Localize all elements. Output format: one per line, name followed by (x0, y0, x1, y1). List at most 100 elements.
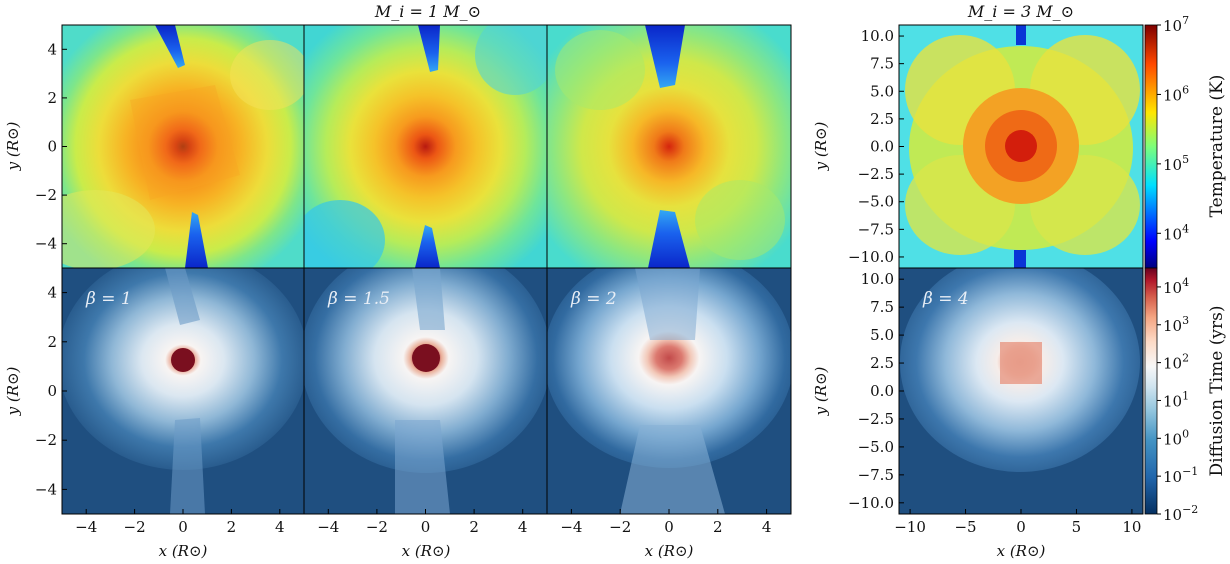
xtick-label: −4 (560, 518, 582, 536)
diffusion-colorbar (1144, 267, 1158, 515)
ytick-label: −4 (35, 480, 57, 498)
xtick-label: −10 (894, 518, 926, 536)
ytick-label: 4 (47, 284, 57, 302)
ytick-label: −2 (35, 186, 57, 204)
ytick-label: 0.0 (870, 138, 894, 156)
temp-jet-bottom-1 (185, 212, 208, 268)
colorbar-tick-label: 101 (1163, 389, 1189, 410)
ylabel-bottom-right: y (R⊙) (812, 366, 830, 416)
title-left: M_i = 1 M_⊙ (374, 2, 481, 21)
xtick-label: −2 (609, 518, 631, 536)
temp-jet-top-4 (1016, 25, 1026, 45)
xtick-label: 0 (421, 518, 431, 536)
colorbar-tick-label: 102 (1163, 352, 1189, 373)
temp-jet-bottom-3 (648, 210, 690, 268)
temperature-colorbar-label: Temperature (K) (1207, 75, 1227, 218)
ytick-label: 2 (47, 89, 57, 107)
xtick-label: 5 (1072, 518, 1082, 536)
left-yticks-bottom: −4 −2 0 2 4 (35, 284, 67, 498)
xtick-label: 2 (469, 518, 479, 536)
ytick-label: 0.0 (870, 382, 894, 400)
xlabel-col3: x (R⊙) (645, 542, 694, 560)
temp-panel-beta-1 (62, 25, 304, 268)
diff-panel-beta-1 (62, 268, 304, 514)
ytick-label: 0 (47, 382, 57, 400)
colorbar-tick-label: 105 (1163, 153, 1189, 174)
left-yticks-top: −4 −2 0 2 4 (35, 40, 67, 253)
ytick-label: 5.0 (870, 326, 894, 344)
ytick-label: −2.5 (858, 165, 894, 183)
ytick-label: −5.0 (858, 438, 894, 456)
ytick-label: 0 (47, 138, 57, 156)
xtick-label: −2 (366, 518, 388, 536)
colorbar-tick-label: 107 (1163, 14, 1189, 35)
ytick-label: −2.5 (858, 410, 894, 428)
temp-jet-top-1 (155, 25, 185, 68)
beta-label-2: β = 2 (570, 289, 617, 309)
ytick-label: −7.5 (858, 220, 894, 238)
temp-jet-top-2 (418, 25, 440, 72)
temperature-colorbar-ticks: 104 105 106 107 (1157, 14, 1189, 243)
temp-jet-bottom-4 (1014, 250, 1026, 268)
ytick-label: 2.5 (870, 354, 894, 372)
xtick-label: 0 (178, 518, 188, 536)
temp-panel-beta-2 (547, 25, 791, 268)
xtick-label: −2 (124, 518, 146, 536)
beta-label-4: β = 4 (922, 289, 969, 309)
diff-panel-beta-1.5 (304, 268, 547, 514)
ytick-label: −10.0 (848, 248, 894, 266)
beta-label-1.5: β = 1.5 (327, 289, 390, 309)
diffusion-colorbar-label: Diffusion Time (yrs) (1207, 306, 1227, 477)
ytick-label: −2 (35, 431, 57, 449)
colorbar-tick-label: 104 (1163, 222, 1189, 243)
diff-panel-beta-2 (547, 268, 791, 514)
xtick-label: −4 (317, 518, 339, 536)
ytick-label: −10.0 (848, 494, 894, 512)
ytick-label: −5.0 (858, 193, 894, 211)
ylabel-top-left: y (R⊙) (4, 121, 22, 171)
xlabel-col2: x (R⊙) (402, 542, 451, 560)
temp-panel-beta-1.5 (304, 25, 547, 268)
xtick-label: 4 (275, 518, 285, 536)
xtick-label: −4 (75, 518, 97, 536)
ytick-label: 2.5 (870, 110, 894, 128)
x-ticks: −4 −2 0 2 4 −4 −2 0 2 4 −4 −2 0 2 4 −10 −5 0 5 10 (75, 509, 1141, 536)
colorbar-tick-label: 10−2 (1163, 503, 1198, 524)
xlabel-col4: x (R⊙) (997, 542, 1046, 560)
ytick-label: 10.0 (861, 27, 894, 45)
ylabel-bottom-left: y (R⊙) (4, 366, 22, 416)
xlabel-col1: x (R⊙) (159, 542, 208, 560)
temp-jet-top-3 (645, 25, 685, 88)
xtick-label: 4 (518, 518, 528, 536)
diffusion-colorbar-ticks: 10−2 10−1 100 101 102 103 104 (1157, 276, 1198, 524)
xtick-label: 2 (713, 518, 723, 536)
xtick-label: 10 (1122, 518, 1141, 536)
colorbar-tick-label: 10−1 (1163, 465, 1198, 486)
temp-jet-bottom-2 (415, 225, 440, 268)
beta-label-1: β = 1 (85, 289, 132, 309)
xtick-label: −5 (954, 518, 976, 536)
ytick-label: −7.5 (858, 466, 894, 484)
right-yticks-bottom: −10.0 −7.5 −5.0 −2.5 0.0 2.5 5.0 7.5 10.0 (848, 270, 904, 512)
xtick-label: 4 (762, 518, 772, 536)
colorbar-tick-label: 106 (1163, 83, 1189, 104)
ytick-label: 4 (47, 40, 57, 58)
ytick-label: −4 (35, 235, 57, 253)
colorbar-tick-label: 100 (1163, 427, 1189, 448)
right-yticks-top: −10.0 −7.5 −5.0 −2.5 0.0 2.5 5.0 7.5 10.0 (848, 27, 904, 266)
ytick-label: 7.5 (870, 298, 894, 316)
xtick-label: 0 (1016, 518, 1026, 536)
ytick-label: 10.0 (861, 270, 894, 288)
diff-panel-beta-4 (899, 268, 1143, 514)
colorbar-tick-label: 103 (1163, 314, 1189, 335)
ytick-label: 5.0 (870, 82, 894, 100)
temperature-colorbar (1144, 24, 1158, 269)
colorbar-tick-label: 104 (1163, 276, 1189, 297)
ylabel-top-right: y (R⊙) (812, 121, 830, 171)
xtick-label: 2 (227, 518, 237, 536)
ytick-label: 2 (47, 333, 57, 351)
xtick-label: 0 (664, 518, 674, 536)
title-right: M_i = 3 M_⊙ (967, 2, 1074, 21)
temp-panel-beta-4 (899, 25, 1143, 268)
